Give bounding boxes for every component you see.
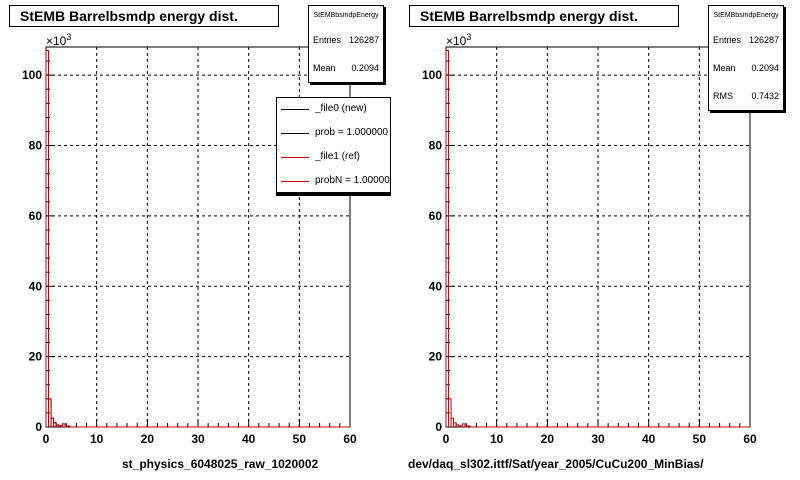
stats-row-mean: Mean 0.2094 xyxy=(309,54,383,82)
x-tick-label: 10 xyxy=(90,432,104,446)
histogram-series-a xyxy=(445,50,750,428)
y-tick-label: 60 xyxy=(29,209,43,223)
histogram-plot-right: 0 10 20 30 40 50 60 0 20 40 60 80 100 ×103 xyxy=(422,32,757,446)
histogram-panel-left: 0 10 20 30 40 50 60 0 20 40 60 80 100 ×103 StEMB Barr… xyxy=(9,5,391,471)
stats-label: Entries xyxy=(313,35,342,45)
x-tick-label: 50 xyxy=(693,432,707,446)
stats-value: 0.2094 xyxy=(751,63,779,73)
stats-label: Entries xyxy=(713,35,742,45)
y-exponent-label: ×103 xyxy=(446,32,471,48)
y-tick-label: 20 xyxy=(429,350,443,364)
legend-line-prob xyxy=(281,133,309,134)
y-tick-label: 60 xyxy=(429,209,443,223)
x-tick-label: 60 xyxy=(743,432,757,446)
y-tick-label: 20 xyxy=(29,350,43,364)
stats-name: StEMBbsmdpEnergy xyxy=(313,12,379,19)
stats-value: 0.2094 xyxy=(351,63,379,73)
stats-box: StEMBbsmdpEnergy Entries 126287 Mean 0.2… xyxy=(708,5,784,111)
stats-row-mean: Mean 0.2094 xyxy=(709,54,783,82)
histogram-title: StEMB Barrelbsmdp energy dist. xyxy=(9,5,279,27)
y-tick-label: 0 xyxy=(35,420,42,434)
legend-label: prob = 1.000000 xyxy=(315,127,389,138)
legend-label: _file0 (new) xyxy=(315,103,367,114)
stats-box: StEMBbsmdpEnergy Entries 126287 Mean 0.2… xyxy=(308,5,384,83)
stats-value: 126287 xyxy=(748,35,779,45)
y-tick-label: 80 xyxy=(429,139,443,153)
x-tick-label: 30 xyxy=(191,432,205,446)
x-tick-label: 40 xyxy=(642,432,656,446)
stats-label: RMS xyxy=(713,91,733,101)
stats-row-entries: Entries 126287 xyxy=(709,26,783,54)
legend-entry-probn: probN = 1.000000 xyxy=(277,170,391,192)
legend-entry-ref: _file1 (ref) xyxy=(277,146,390,170)
x-tick-label: 0 xyxy=(443,432,450,446)
x-tick-label: 20 xyxy=(141,432,155,446)
legend-line-ref xyxy=(281,157,309,158)
legend-entry-prob: prob = 1.000000 xyxy=(277,122,390,146)
y-tick-label: 0 xyxy=(435,420,442,434)
x-tick-label: 60 xyxy=(343,432,357,446)
histogram-series-b xyxy=(45,50,350,428)
x-tick-label: 20 xyxy=(541,432,555,446)
legend-label: probN = 1.000000 xyxy=(315,175,391,186)
legend-box: _file0 (new) prob = 1.000000 _file1 (ref… xyxy=(276,97,391,193)
y-tick-label: 100 xyxy=(22,68,42,82)
y-tick-label: 40 xyxy=(429,279,443,293)
x-axis-title: dev/daq_sl302.ittf/Sat/year_2005/CuCu200… xyxy=(408,457,704,471)
legend-line-new xyxy=(281,109,309,110)
legend-label: _file1 (ref) xyxy=(315,151,361,162)
stats-row-rms: RMS 0.7432 xyxy=(709,82,783,110)
y-tick-label: 100 xyxy=(422,68,442,82)
x-tick-label: 40 xyxy=(242,432,256,446)
x-tick-label: 30 xyxy=(591,432,605,446)
stats-name: StEMBbsmdpEnergy xyxy=(713,12,779,19)
stats-label: Mean xyxy=(713,63,736,73)
histogram-title: StEMB Barrelbsmdp energy dist. xyxy=(409,5,679,27)
legend-entry-new: _file0 (new) xyxy=(277,98,390,122)
y-tick-label: 80 xyxy=(29,139,43,153)
y-tick-label: 40 xyxy=(29,279,43,293)
x-axis-title: st_physics_6048025_raw_1020002 xyxy=(122,457,319,471)
histogram-plot-left: 0 10 20 30 40 50 60 0 20 40 60 80 100 ×103 xyxy=(22,32,357,446)
stats-value: 0.7432 xyxy=(751,91,779,101)
histogram-panel-right: 0 10 20 30 40 50 60 0 20 40 60 80 100 ×103 StEMB Barr… xyxy=(400,0,800,480)
x-tick-label: 50 xyxy=(293,432,307,446)
stats-label: Mean xyxy=(313,63,336,73)
stats-value: 126287 xyxy=(348,35,379,45)
stats-row-entries: Entries 126287 xyxy=(309,26,383,54)
x-tick-label: 0 xyxy=(43,432,50,446)
legend-line-probn xyxy=(281,181,309,182)
y-exponent-label: ×103 xyxy=(46,32,71,48)
x-tick-label: 10 xyxy=(490,432,504,446)
